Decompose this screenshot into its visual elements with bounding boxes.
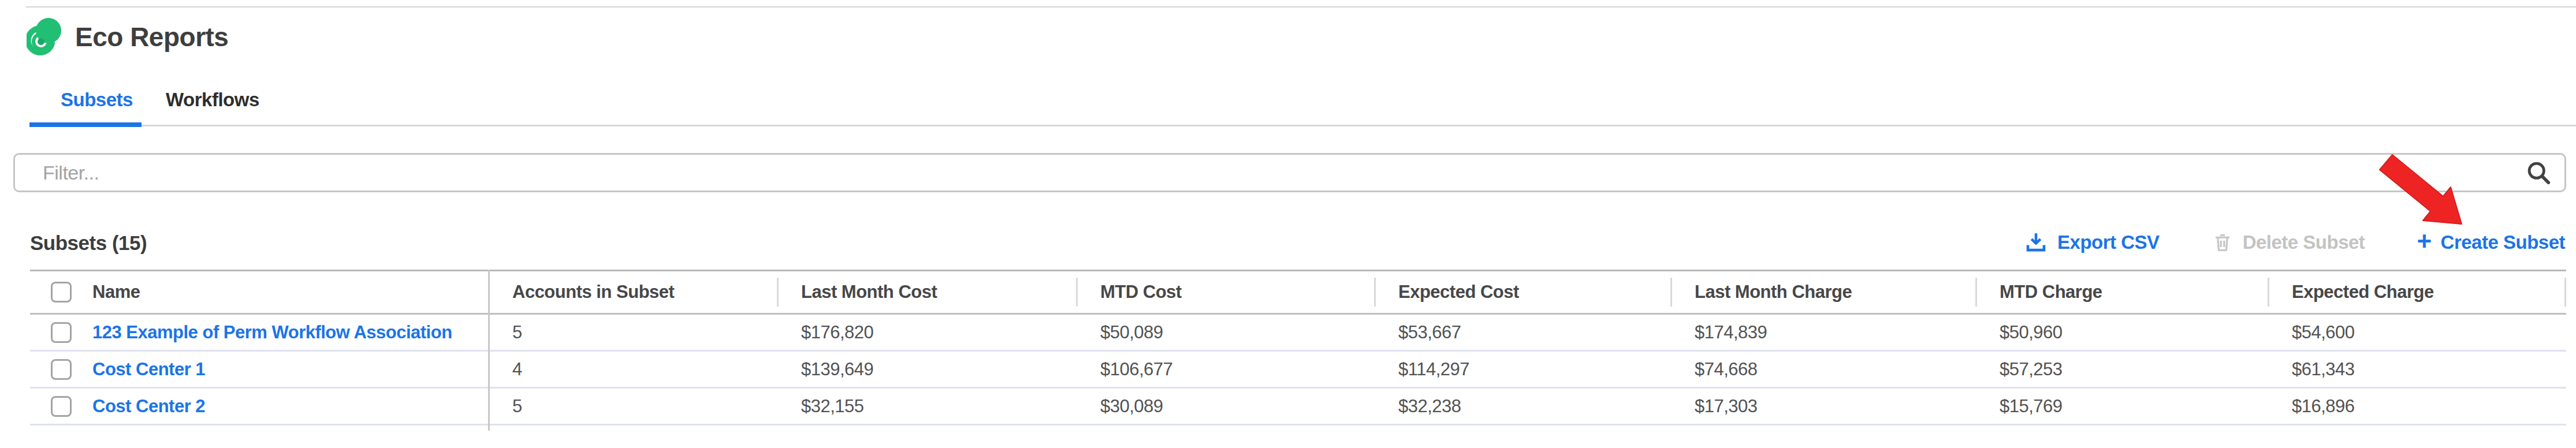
cell-mtd-charge: $57,253 <box>1975 352 2268 387</box>
table-header-row: Name Accounts in Subset Last Month Cost … <box>30 271 2566 315</box>
cell-last-month-cost: $139,649 <box>777 352 1076 387</box>
cell-last-month-cost: $32,155 <box>777 389 1076 424</box>
row-checkbox[interactable] <box>51 396 72 417</box>
column-header-mtd-charge: MTD Charge <box>1975 271 2268 313</box>
delete-subset-label: Delete Subset <box>2243 232 2365 253</box>
tab-workflows[interactable]: Workflows <box>166 89 259 111</box>
cell-mtd-cost: $50,089 <box>1076 315 1374 350</box>
download-icon <box>2024 230 2048 255</box>
cell-expected-charge: $61,343 <box>2268 352 2566 387</box>
active-tab-underline <box>29 122 142 127</box>
name-column-divider <box>488 270 490 431</box>
delete-subset-button[interactable]: Delete Subset <box>2212 230 2365 255</box>
cell-expected-charge: $16,896 <box>2268 389 2566 424</box>
select-all-checkbox[interactable] <box>51 282 72 303</box>
cell-name: Cost Center 1 <box>30 352 488 387</box>
tab-bar-divider <box>29 125 2576 126</box>
subsets-table: Name Accounts in Subset Last Month Cost … <box>30 270 2566 425</box>
cell-expected-cost: $114,297 <box>1374 352 1670 387</box>
eco-reports-page: { "app": { "title": "Eco Reports" }, "ta… <box>0 0 2576 448</box>
subset-name-link[interactable]: 123 Example of Perm Workflow Association <box>92 322 452 343</box>
cell-last-month-charge: $17,303 <box>1670 389 1975 424</box>
column-header-accounts: Accounts in Subset <box>488 271 777 313</box>
search-icon[interactable] <box>2525 159 2552 186</box>
cell-accounts: 4 <box>488 352 777 387</box>
export-csv-button[interactable]: Export CSV <box>2024 230 2160 255</box>
eco-logo-icon <box>27 18 64 56</box>
create-subset-button[interactable]: + Create Subset <box>2417 230 2565 255</box>
cell-mtd-charge: $15,769 <box>1975 389 2268 424</box>
cell-accounts: 5 <box>488 389 777 424</box>
app-header: Eco Reports <box>27 17 228 57</box>
row-checkbox[interactable] <box>51 359 72 380</box>
plus-icon: + <box>2417 229 2431 254</box>
cell-last-month-cost: $176,820 <box>777 315 1076 350</box>
column-header-name: Name <box>30 271 488 313</box>
trash-icon <box>2212 230 2233 255</box>
create-subset-label: Create Subset <box>2441 232 2565 253</box>
export-csv-label: Export CSV <box>2057 232 2160 253</box>
filter-input[interactable] <box>13 153 2566 192</box>
row-checkbox[interactable] <box>51 322 72 343</box>
column-header-expected-cost: Expected Cost <box>1374 271 1670 313</box>
column-header-mtd-cost: MTD Cost <box>1076 271 1374 313</box>
cell-name: Cost Center 2 <box>30 389 488 424</box>
page-title: Eco Reports <box>75 21 228 53</box>
cell-expected-cost: $53,667 <box>1374 315 1670 350</box>
column-header-name-label: Name <box>92 282 140 303</box>
cell-expected-charge: $54,600 <box>2268 315 2566 350</box>
cell-mtd-cost: $30,089 <box>1076 389 1374 424</box>
table-row: 123 Example of Perm Workflow Association… <box>30 315 2566 352</box>
cell-last-month-charge: $174,839 <box>1670 315 1975 350</box>
column-header-last-month-charge: Last Month Charge <box>1670 271 1975 313</box>
subset-name-link[interactable]: Cost Center 1 <box>92 359 205 380</box>
toolbar-actions: Export CSV Delete Subset + Create Subset <box>2024 227 2565 257</box>
column-header-expected-charge: Expected Charge <box>2268 271 2566 313</box>
top-divider <box>26 6 2576 8</box>
cell-expected-cost: $32,238 <box>1374 389 1670 424</box>
table-row: Cost Center 1 4 $139,649 $106,677 $114,2… <box>30 352 2566 389</box>
table-row: Cost Center 2 5 $32,155 $30,089 $32,238 … <box>30 389 2566 425</box>
cell-mtd-charge: $50,960 <box>1975 315 2268 350</box>
column-header-last-month-cost: Last Month Cost <box>777 271 1076 313</box>
cell-name: 123 Example of Perm Workflow Association <box>30 315 488 350</box>
cell-mtd-cost: $106,677 <box>1076 352 1374 387</box>
cell-last-month-charge: $74,668 <box>1670 352 1975 387</box>
tab-subsets[interactable]: Subsets <box>61 89 133 111</box>
cell-accounts: 5 <box>488 315 777 350</box>
subset-name-link[interactable]: Cost Center 2 <box>92 396 205 417</box>
subsets-count-heading: Subsets (15) <box>30 232 147 255</box>
